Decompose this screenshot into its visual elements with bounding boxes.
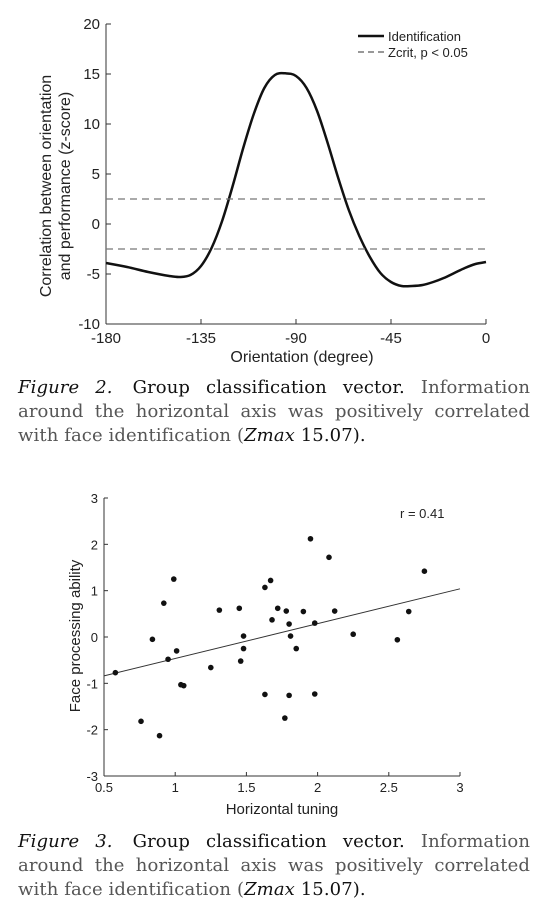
figure3-scatter-point [180,682,187,689]
figure3-scatter-point [112,669,119,676]
figure3-points [112,535,428,739]
figure3-scatter-point [240,645,247,652]
figure3-scatter-point [311,620,318,626]
figure3-caption: Figure 3. Group classification vector. I… [18,830,530,902]
figure3-scatter-point [283,608,290,614]
figure3-caption-zmax: Zmax [244,879,295,900]
figure3-scatter-point [236,605,243,612]
figure3-y-tick-label: 0 [91,630,98,645]
figure2-x-tick-label: -135 [186,330,216,347]
figure3-x-tick-label: 2.5 [380,780,398,795]
figure2-y-tick-label: 10 [83,116,100,133]
figure3-scatter-point [161,600,167,606]
figure2-identification-line [105,71,487,288]
figure3-y-axis-label: Face processing ability [67,559,84,712]
figure3-caption-text: Information around the horizontal axis w… [18,831,531,900]
figure3-caption-zvalue: 15.07). [294,879,366,900]
figure3-scatter-point [173,648,180,654]
figure3-scatter-point [274,605,281,612]
figure3-scatter-point [287,633,294,639]
figure3-caption-title: Group classification vector. [132,831,405,852]
figure3-scatter-point [311,691,318,697]
figure2-x-axis-label: Orientation (degree) [230,349,373,366]
legend-label-identification: Identification [388,29,461,44]
figure2-x-tick-label: -180 [91,330,121,347]
figure2-y-tick-label: -10 [78,316,100,333]
figure2-y-tick-label: -5 [87,266,100,283]
figure3-scatter-point [286,621,292,627]
figure2-caption-title: Group classification vector. [132,377,405,398]
figure2-chart: -180 -135 -90 -45 0 -10 -5 0 5 10 15 20 Orientation… [38,16,490,366]
figure2-legend: Identification Zcrit, p < 0.05 [358,29,468,60]
figure3-y-tick-label: 2 [91,537,98,552]
figure3-scatter-point [350,631,357,638]
figure3-scatter-point [262,584,268,591]
figure3-axes: 0.5 1 1.5 2 2.5 3 -3 -2 -1 0 1 2 3 [86,491,463,795]
figure3-scatter-point [149,636,156,643]
figure3-y-tick-label: 1 [91,584,98,599]
figure2-y-tick-label: 15 [83,66,100,83]
legend-label-zcrit: Zcrit, p < 0.05 [388,45,468,60]
figure3-scatter-point [170,576,177,582]
figure2-y-axis-label-line1: Correlation between orientation [38,75,55,297]
figure2-y-tick-label: 0 [92,216,100,233]
figure3-chart: 0.5 1 1.5 2 2.5 3 -3 -2 -1 0 1 2 3 r = 0.41 Horizont… [67,491,464,818]
figure2-x-tick-label: -90 [285,330,307,347]
figure2-y-tick-label: 20 [83,16,100,33]
figure3-x-tick-label: 1 [172,780,179,795]
figure3-scatter-point [269,617,275,623]
figure3-x-axis-label: Horizontal tuning [226,801,339,818]
figure3-y-tick-label: -2 [86,723,98,738]
figure3-scatter-point [286,692,292,699]
figure3-scatter-point [267,577,274,584]
figure3-scatter-point [208,664,214,671]
figure3-y-tick-label: 3 [91,491,98,506]
figure3-scatter-point [326,554,332,561]
figure3-scatter-point [405,608,412,615]
figure2-caption-zvalue: 15.07). [294,425,366,446]
figure3-scatter-point [282,715,288,721]
figure2-y-tick-label: 5 [92,166,100,183]
figure2-y-axis-label-line2: and performance (z-score) [57,92,74,281]
figure3-scatter-point [156,732,163,739]
figure3-y-tick-label: -1 [86,676,98,691]
figure3-x-tick-label: 3 [456,780,463,795]
figure3-scatter-point [331,608,338,614]
figure2-caption-text: Information around the horizontal axis w… [18,377,531,446]
figure2-caption: Figure 2. Group classification vector. I… [18,376,530,448]
figure2-caption-label: Figure 2. [18,377,113,398]
figure3-scatter-point [165,656,171,663]
figure3-scatter-point [300,608,307,615]
figure2-x-tick-label: -45 [380,330,402,347]
figure3-x-tick-label: 0.5 [95,780,113,795]
figure3-caption-label: Figure 3. [18,831,113,852]
figure3-fit-line [103,588,461,677]
figure2-x-tick-label: 0 [482,330,490,347]
figure3-scatter-point [394,636,401,643]
figure3-scatter-point [307,535,314,542]
figure3-scatter-point [293,645,300,652]
figure3-scatter-point [216,607,223,613]
figure3-x-tick-label: 1.5 [237,780,255,795]
figure3-y-tick-label: -3 [86,769,98,784]
figure3-scatter-point [138,718,144,725]
figure2-series [105,71,487,288]
figure3-x-tick-label: 2 [314,780,321,795]
figure3-scatter-point [421,568,428,575]
figure2-axes: -180 -135 -90 -45 0 -10 -5 0 5 10 15 20 [78,16,490,347]
figure3-scatter-point [262,691,268,698]
figure3-scatter-point [240,633,247,639]
figure3-scatter-point [237,658,244,664]
figure3-annotation: r = 0.41 [400,506,444,521]
figure2-caption-zmax: Zmax [244,425,295,446]
